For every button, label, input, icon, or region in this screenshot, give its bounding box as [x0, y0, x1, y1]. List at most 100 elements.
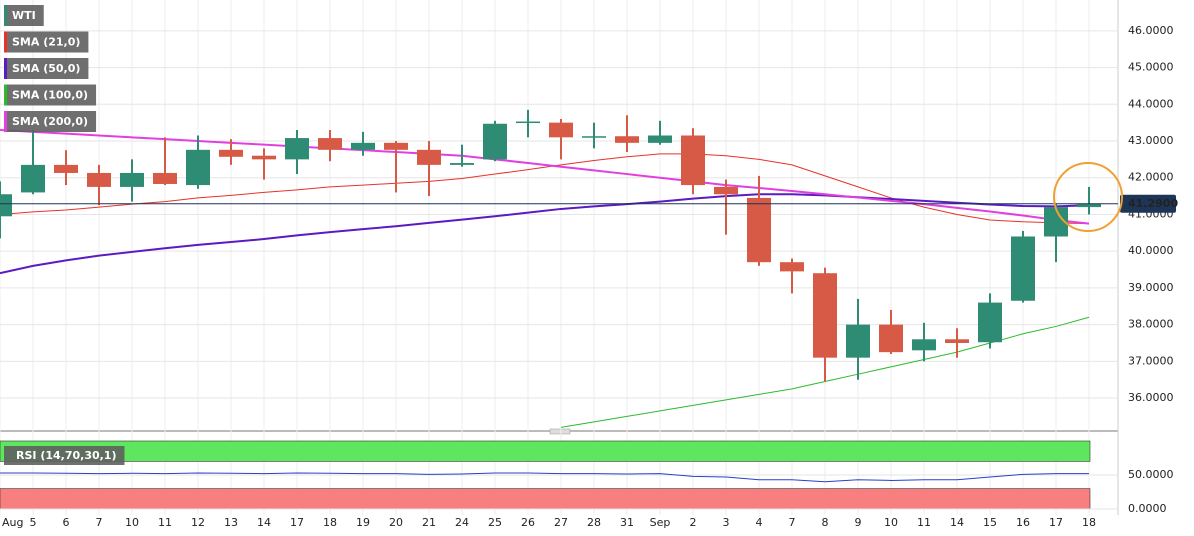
- resize-handle: [549, 428, 571, 435]
- candle-body: [153, 172, 177, 184]
- band: [0, 440, 1091, 462]
- x-tick-label: 24: [455, 516, 469, 529]
- x-tick-label: 10: [884, 516, 898, 529]
- candle-body: [879, 324, 903, 353]
- y-tick-label: 38.0000: [1128, 318, 1174, 331]
- candle-body: [549, 122, 573, 138]
- x-tick-label: 9: [855, 516, 862, 529]
- x-tick-label: 7: [789, 516, 796, 529]
- y-tick-label: 42.0000: [1128, 171, 1174, 184]
- band: [0, 488, 1091, 510]
- candle-body: [219, 149, 243, 157]
- x-tick-label: 7: [96, 516, 103, 529]
- candle-body: [351, 142, 375, 150]
- candle-body: [21, 164, 45, 193]
- candle-body: [483, 123, 507, 160]
- y-tick-label: 0.0000: [1128, 502, 1167, 515]
- legend-label: SMA (200,0): [12, 115, 88, 128]
- candle-body: [681, 135, 705, 186]
- x-tick-label: 3: [723, 516, 730, 529]
- y-tick-label: 37.0000: [1128, 354, 1174, 367]
- y-tick-label: 46.0000: [1128, 24, 1174, 37]
- candle-body: [813, 273, 837, 358]
- x-tick-label: 14: [950, 516, 964, 529]
- legend-box: [4, 5, 44, 26]
- x-tick-label: 28: [587, 516, 601, 529]
- x-tick-label: 8: [822, 516, 829, 529]
- x-tick-label: 21: [422, 516, 436, 529]
- x-tick-label: 14: [257, 516, 271, 529]
- x-tick-label: 18: [1082, 516, 1096, 529]
- candle-body: [0, 194, 12, 217]
- x-tick-label: Aug: [2, 516, 23, 529]
- legend-swatch: [4, 5, 7, 26]
- x-tick-label: 27: [554, 516, 568, 529]
- y-tick-label: 45.0000: [1128, 61, 1174, 74]
- y-tick-label: 39.0000: [1128, 281, 1174, 294]
- y-tick-label: 43.0000: [1128, 134, 1174, 147]
- legend-swatch: [4, 31, 7, 53]
- candle-body: [87, 172, 111, 187]
- legend-swatch: [4, 84, 7, 106]
- candle-body: [54, 164, 78, 173]
- legend-box: [4, 31, 89, 53]
- x-tick-label: 4: [756, 516, 763, 529]
- candle-body: [1011, 236, 1035, 301]
- y-tick-label: 44.0000: [1128, 97, 1174, 110]
- x-tick-label: 5: [30, 516, 37, 529]
- x-tick-label: 17: [290, 516, 304, 529]
- candle-body: [1077, 203, 1101, 208]
- candle-body: [186, 149, 210, 186]
- last-price-label: 41.2900: [1128, 197, 1178, 210]
- x-tick-label: 15: [983, 516, 997, 529]
- candle-body: [615, 136, 639, 143]
- x-tick-label: 2: [690, 516, 697, 529]
- candle-body: [780, 262, 804, 272]
- x-tick-label: 19: [356, 516, 370, 529]
- x-tick-label: 10: [125, 516, 139, 529]
- candle-body: [318, 138, 342, 150]
- legend-label: SMA (21,0): [12, 36, 80, 49]
- candle-body: [846, 324, 870, 358]
- x-tick-label: 16: [1016, 516, 1030, 529]
- candle-body: [747, 197, 771, 263]
- x-tick-label: 26: [521, 516, 535, 529]
- candle-body: [285, 138, 309, 160]
- legend-box: [4, 446, 125, 465]
- y-tick-label: 36.0000: [1128, 391, 1174, 404]
- candle-body: [384, 142, 408, 150]
- y-tick-label: 40.0000: [1128, 244, 1174, 257]
- series-line: [0, 128, 1090, 225]
- legend-label: RSI (14,70,30,1): [16, 449, 116, 462]
- legend-label: SMA (100,0): [12, 89, 88, 102]
- candle-body: [120, 172, 144, 187]
- candle-body: [450, 163, 474, 165]
- y-tick-label: 50.0000: [1128, 468, 1174, 481]
- x-tick-label: 13: [224, 516, 238, 529]
- candle-body: [648, 135, 672, 143]
- x-tick-label: 31: [620, 516, 634, 529]
- candle-body: [912, 339, 936, 351]
- x-tick-label: 12: [191, 516, 205, 529]
- x-tick-label: 25: [488, 516, 502, 529]
- legend-label: WTI: [12, 9, 36, 22]
- candle-body: [945, 339, 969, 343]
- legend-box: [4, 111, 97, 132]
- candle-body: [417, 149, 441, 165]
- x-tick-label: 11: [158, 516, 172, 529]
- x-tick-label: 6: [63, 516, 70, 529]
- legend-label: SMA (50,0): [12, 62, 80, 75]
- x-tick-label: Sep: [650, 516, 671, 529]
- x-tick-label: 17: [1049, 516, 1063, 529]
- candle-body: [252, 155, 276, 160]
- last-price-box: [1120, 194, 1176, 213]
- x-tick-label: 11: [917, 516, 931, 529]
- highlight-circle: [1053, 162, 1123, 232]
- legend-box: [4, 84, 97, 106]
- series-line: [0, 472, 1089, 483]
- legend-swatch: [4, 111, 7, 132]
- legend-swatch: [4, 58, 7, 79]
- plot-layers: 36.000037.000038.000039.000040.000041.00…: [0, 0, 1178, 529]
- candle-body: [714, 186, 738, 195]
